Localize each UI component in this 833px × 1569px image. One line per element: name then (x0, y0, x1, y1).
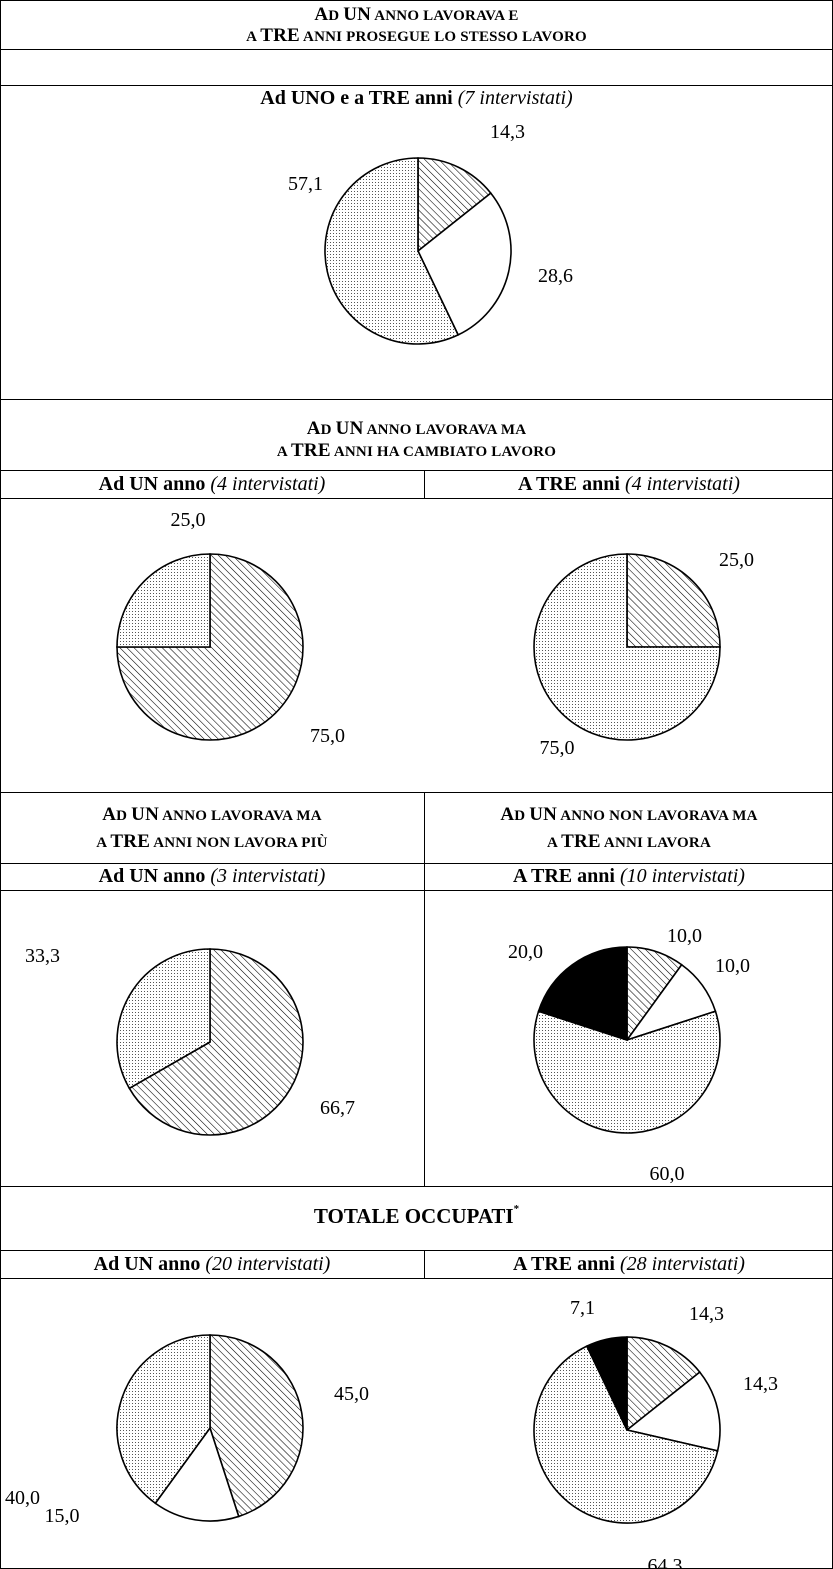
section-heading: A TRE ANNI PROSEGUE LO STESSO LAVORO (246, 25, 587, 46)
pie-slice (585, 1336, 628, 1431)
pie-slice (116, 553, 211, 648)
section-heading-total: TOTALE OCCUPATI* (313, 1203, 520, 1228)
section-heading: AD UN ANNO NON LAVORAVA MA (500, 804, 758, 825)
row-divider (0, 792, 833, 793)
section-heading: AD UN ANNO LAVORAVA MA (306, 418, 527, 439)
pie-chart-total-left: 45,0 15,040,0 (5, 1334, 369, 1527)
pie-slice (116, 1334, 211, 1505)
pie-slice (209, 1334, 304, 1518)
pie-slice-label: 40,0 (5, 1487, 40, 1509)
pie-slice-label: 20,0 (508, 941, 543, 963)
pie-slice-label: 60,0 (650, 1163, 685, 1185)
pie-slice (116, 948, 211, 1090)
pie-slice-label: 33,3 (25, 945, 60, 967)
pie-chart-total-right: 14,3 14,3 64,3 7,1 (533, 1297, 778, 1569)
pie-chart-s3-right: 10,0 10,0 60,0 20,0 (508, 925, 750, 1185)
pie-slice-label: 75,0 (540, 737, 575, 759)
row-divider (0, 1250, 833, 1251)
pie-slice (116, 553, 304, 741)
pie-slice-label: 10,0 (715, 955, 750, 977)
pie-slice-label: 25,0 (171, 509, 206, 531)
pie-slice (626, 553, 721, 648)
chart-subheader: A TRE anni (10 intervistati) (513, 865, 745, 887)
row-divider (0, 85, 833, 86)
pie-slice-label: 10,0 (667, 925, 702, 947)
row-divider (0, 863, 833, 864)
pie-slice (537, 946, 628, 1042)
chart-subheader: Ad UNO e a TRE anni (7 intervistati) (260, 87, 573, 109)
row-divider (0, 498, 833, 499)
row-divider (0, 399, 833, 400)
section-heading: A TRE ANNI NON LAVORA PIÙ (96, 831, 328, 852)
column-divider (424, 470, 425, 498)
pie-slice-label: 28,6 (538, 265, 573, 287)
row-divider (0, 470, 833, 471)
row-divider (0, 890, 833, 891)
pie-slice (417, 157, 492, 253)
chart-subheader: Ad UN anno (3 intervistati) (98, 865, 326, 887)
row-divider (0, 49, 833, 50)
chart-subheader: Ad UN anno (20 intervistati) (93, 1253, 331, 1275)
pie-slice-label: 64,3 (648, 1555, 683, 1569)
pie-slice-label: 14,3 (490, 121, 525, 143)
pie-slice-label: 14,3 (743, 1373, 778, 1395)
pie-slice-label: 14,3 (689, 1303, 724, 1325)
pie-slice-label: 45,0 (334, 1383, 369, 1405)
pie-slice (625, 1370, 721, 1452)
chart-subheader: Ad UN anno (4 intervistati) (98, 473, 326, 495)
pie-slice-label: 75,0 (310, 725, 345, 747)
row-divider (0, 1278, 833, 1279)
pie-chart-s2-left: 75,0 25,0 (116, 509, 345, 747)
pie-chart-s3-left: 66,7 33,3 (25, 945, 355, 1136)
pie-slice-label: 7,1 (570, 1297, 595, 1319)
pie-slice-label: 25,0 (719, 549, 754, 571)
row-divider (0, 1186, 833, 1187)
section-heading: A TRE ANNI LAVORA (546, 831, 711, 852)
pie-slice-label: 66,7 (320, 1097, 355, 1119)
section-heading: A TRE ANNI HA CAMBIATO LAVORO (276, 440, 557, 461)
pie-slice (533, 1345, 719, 1524)
pie-slice (154, 1426, 240, 1522)
footnote-mark: * (513, 1203, 520, 1215)
pie-slice-label: 15,0 (45, 1505, 80, 1527)
pie-slice (533, 1010, 721, 1134)
pie-slice (128, 948, 304, 1136)
pie-slice (533, 553, 721, 741)
chart-subheader: A TRE anni (28 intervistati) (513, 1253, 745, 1275)
pie-chart-s1: 14,3 28,6 57,1 (288, 121, 573, 345)
section-heading: AD UN ANNO LAVORAVA E (314, 4, 519, 25)
pie-slice-label: 57,1 (288, 173, 323, 195)
chart-subheader: A TRE anni (4 intervistati) (518, 473, 740, 495)
column-divider (424, 792, 425, 1186)
pie-slice (626, 1336, 701, 1432)
section-heading: AD UN ANNO LAVORAVA MA (102, 804, 322, 825)
pie-chart-s2-right: 25,0 75,0 (533, 549, 754, 759)
pie-slice (324, 157, 460, 345)
column-divider (424, 1250, 425, 1278)
